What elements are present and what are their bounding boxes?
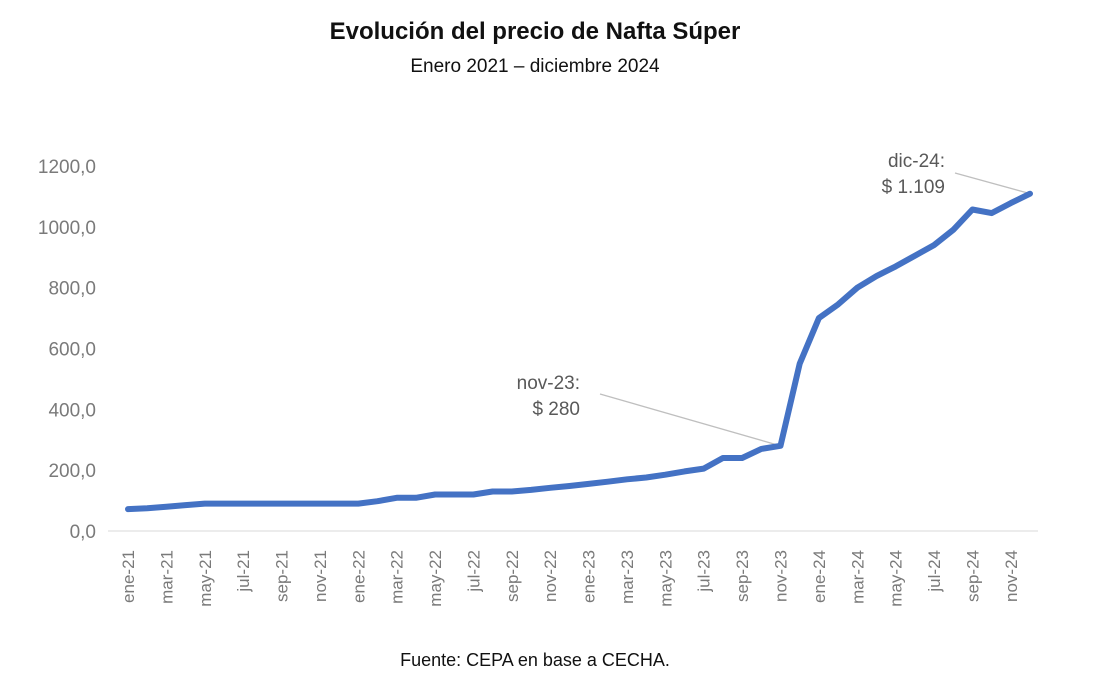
annotation-leader-2 xyxy=(954,172,1031,195)
x-tick-label: sep-24 xyxy=(963,550,982,602)
annotation-label-date: nov-23: xyxy=(517,373,580,394)
x-tick-label: may-21 xyxy=(196,550,215,607)
y-tick-label: 200,0 xyxy=(48,461,96,482)
annotation-leader-lines xyxy=(599,172,1031,447)
x-tick-label: sep-21 xyxy=(273,550,292,602)
y-axis-ticks: 0,0 200,0 400,0 600,0 800,0 1000,0 1200,0 xyxy=(38,157,96,543)
annotation-label-date: dic-24: xyxy=(888,151,945,172)
x-axis-ticks: ene-21 mar-21 may-21 jul-21 sep-21 nov-21 ene-… xyxy=(119,550,1021,607)
x-tick-label: nov-24 xyxy=(1002,550,1021,602)
x-tick-label: nov-22 xyxy=(541,550,560,602)
y-tick-label: 400,0 xyxy=(48,400,96,421)
x-tick-label: ene-24 xyxy=(810,550,829,603)
data-points xyxy=(125,191,1033,512)
y-tick-label: 1200,0 xyxy=(38,157,96,178)
x-tick-label: ene-22 xyxy=(349,550,368,603)
x-tick-label: may-24 xyxy=(887,550,906,607)
x-tick-label: sep-22 xyxy=(503,550,522,602)
chart-subtitle: Enero 2021 – diciembre 2024 xyxy=(410,56,660,77)
annotation-label-price: $ 280 xyxy=(532,399,580,420)
x-tick-label: sep-23 xyxy=(733,550,752,602)
chart-source: Fuente: CEPA en base a CECHA. xyxy=(400,650,670,670)
x-tick-label: nov-21 xyxy=(311,550,330,602)
y-tick-label: 800,0 xyxy=(48,279,96,300)
x-tick-label: mar-23 xyxy=(618,550,637,604)
x-tick-label: mar-24 xyxy=(848,550,867,604)
x-tick-label: jul-23 xyxy=(695,550,714,593)
annotations: nov-23: $ 280 dic-24: $ 1.109 xyxy=(517,151,945,420)
y-tick-label: 1000,0 xyxy=(38,218,96,239)
x-tick-label: ene-21 xyxy=(119,550,138,603)
annotation-leader-1 xyxy=(599,393,781,447)
series-line-nafta-super xyxy=(125,190,1033,513)
annotation-label-price: $ 1.109 xyxy=(882,177,945,198)
y-tick-label: 600,0 xyxy=(48,340,96,361)
y-tick-label: 0,0 xyxy=(70,522,96,543)
x-tick-label: jul-21 xyxy=(234,550,253,593)
x-tick-label: mar-22 xyxy=(388,550,407,604)
x-tick-label: jul-24 xyxy=(925,550,944,593)
x-tick-label: jul-22 xyxy=(464,550,483,593)
chart-title: Evolución del precio de Nafta Súper xyxy=(329,18,741,45)
x-tick-label: mar-21 xyxy=(157,550,176,604)
x-tick-label: may-23 xyxy=(656,550,675,607)
x-tick-label: ene-23 xyxy=(580,550,599,603)
x-tick-label: may-22 xyxy=(426,550,445,607)
x-tick-label: nov-23 xyxy=(772,550,791,602)
